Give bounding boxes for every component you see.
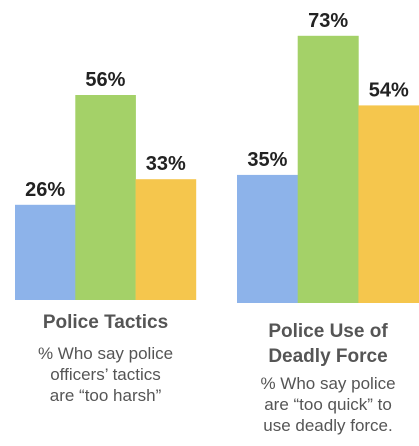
chart-1-bar-3-label: 33% [146,153,186,175]
chart-2-bar-1-label: 35% [247,149,287,171]
chart-1-bar-3 [135,179,197,300]
chart-2-subtitle-line-2: are “too quick” to [264,395,392,414]
chart-1-bar-1-label: 26% [25,179,65,201]
chart-2-subtitle-line-1: % Who say police [260,374,396,393]
chart-2-bar-3-label: 54% [369,79,409,101]
chart-1-subtitle-line-2: officers’ tactics [50,365,161,384]
chart-1-bar-2 [75,95,136,300]
chart-1-bar-1 [15,204,76,300]
chart-2-title-line-2: Deadly Force [268,346,388,367]
chart-1-bar-2-label: 56% [85,69,125,91]
chart-2-subtitle-line-3: use deadly force. [263,416,393,435]
chart-1-title: Police Tactics [42,312,169,333]
chart-2-bar-1 [237,174,298,303]
chart-2-bar-3 [358,105,419,304]
chart-2-title-line-1: Police Use of [268,321,388,342]
chart-1-subtitle-line-1: % Who say police [37,344,174,363]
chart-1-subtitle-line-3: are “too harsh” [49,386,162,405]
chart-2-bar-2 [297,35,359,304]
chart-2-bar-2-label: 73% [308,10,348,32]
